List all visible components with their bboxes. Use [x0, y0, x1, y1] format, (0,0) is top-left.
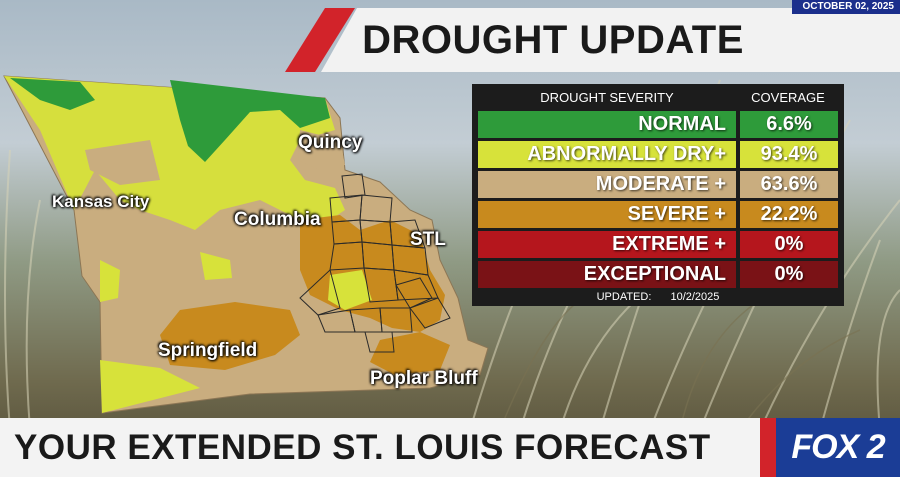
moderate-area-quincy: [298, 130, 345, 170]
legend-severity-label: EXCEPTIONAL: [478, 261, 736, 288]
legend-coverage-value: 0%: [740, 231, 838, 258]
legend-severity-label: EXTREME +: [478, 231, 736, 258]
dry-area-columbia: [200, 252, 232, 280]
legend-updated-label: UPDATED:: [596, 291, 652, 303]
title-background: [321, 8, 900, 72]
ticker-background: [0, 418, 760, 477]
legend-row-normal: NORMAL 6.6%: [478, 111, 838, 138]
legend-coverage-value: 6.6%: [740, 111, 838, 138]
date-tag: OCTOBER 02, 2025: [792, 0, 900, 14]
drought-legend: DROUGHT SEVERITY COVERAGE NORMAL 6.6% AB…: [472, 84, 844, 306]
city-label-poplar-bluff: Poplar Bluff: [370, 368, 478, 389]
legend-row-abnormally-dry: ABNORMALLY DRY+ 93.4%: [478, 141, 838, 168]
legend-coverage-value: 93.4%: [740, 141, 838, 168]
legend-header: DROUGHT SEVERITY COVERAGE: [472, 88, 844, 108]
city-label-quincy: Quincy: [298, 132, 363, 153]
station-logo-background: [776, 418, 900, 477]
dry-area-west: [100, 260, 120, 302]
county-outlines: [299, 173, 451, 353]
legend-header-severity: DROUGHT SEVERITY: [540, 90, 674, 105]
dry-area-east: [328, 270, 372, 310]
city-label-columbia: Columbia: [234, 209, 321, 230]
severe-area-south: [160, 302, 300, 370]
lower-third: YOUR EXTENDED ST. LOUIS FORECAST FOX 2: [0, 418, 900, 477]
legend-severity-label: ABNORMALLY DRY+: [478, 141, 736, 168]
missouri-map-graphic: [3, 75, 489, 414]
normal-area-north: [170, 80, 330, 162]
legend-row-extreme: EXTREME + 0%: [478, 231, 838, 258]
legend-row-severe: SEVERE + 22.2%: [478, 201, 838, 228]
ticker-accent-stripe: [760, 418, 776, 477]
severe-area-southeast: [370, 332, 450, 375]
legend-coverage-value: 22.2%: [740, 201, 838, 228]
dry-area-southwest: [100, 360, 200, 413]
legend-header-coverage: COVERAGE: [751, 90, 825, 105]
city-label-kansas-city: Kansas City: [52, 192, 150, 211]
legend-severity-label: MODERATE +: [478, 171, 736, 198]
legend-coverage-value: 63.6%: [740, 171, 838, 198]
dry-area-north: [4, 76, 345, 230]
legend-severity-label: NORMAL: [478, 111, 736, 138]
legend-row-exceptional: EXCEPTIONAL 0%: [478, 261, 838, 288]
page-title: DROUGHT UPDATE: [362, 18, 744, 62]
legend-updated: UPDATED: 10/2/2025: [472, 291, 844, 303]
station-logo: FOX 2: [791, 428, 885, 466]
drought-map: Quincy Kansas City Columbia STL Springfi…: [0, 70, 500, 420]
ticker-headline: YOUR EXTENDED ST. LOUIS FORECAST: [14, 428, 711, 467]
city-label-stl: STL: [410, 229, 446, 250]
moderate-area-north: [85, 140, 160, 185]
normal-area-northwest: [10, 78, 95, 110]
city-label-springfield: Springfield: [158, 340, 258, 361]
title-banner: DROUGHT UPDATE: [285, 8, 900, 72]
legend-coverage-value: 0%: [740, 261, 838, 288]
legend-updated-date: 10/2/2025: [670, 291, 720, 303]
legend-severity-label: SEVERE +: [478, 201, 736, 228]
legend-row-moderate: MODERATE + 63.6%: [478, 171, 838, 198]
